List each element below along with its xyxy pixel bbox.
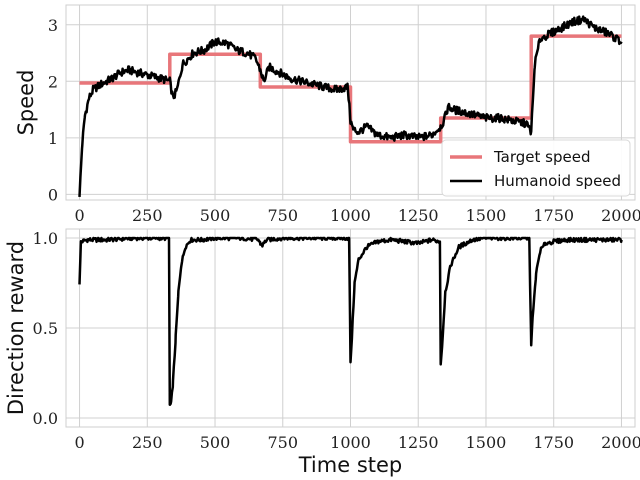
- x-tick-label: 2000: [601, 206, 640, 225]
- x-tick-label: 500: [200, 433, 231, 452]
- y-tick-label: 2: [48, 72, 58, 91]
- x-tick-label: 250: [132, 206, 163, 225]
- x-tick-label: 1750: [533, 206, 574, 225]
- x-tick-label: 1000: [330, 433, 371, 452]
- x-tick-label: 750: [267, 206, 298, 225]
- x-tick-label: 1250: [398, 433, 439, 452]
- x-axis-label: Time step: [298, 453, 403, 477]
- direction-reward-chart: 0 250 500 750 1000 1250 1500 1750 2000 0.0 0.5 1.0 D…: [4, 228, 640, 477]
- x-tick-label: 750: [267, 433, 298, 452]
- x-tick-label: 1750: [533, 433, 574, 452]
- x-tick-label: 0: [74, 206, 84, 225]
- legend-label: Humanoid speed: [494, 172, 621, 190]
- x-tick-label: 1500: [466, 433, 507, 452]
- y-axis-label: Direction reward: [4, 241, 28, 415]
- y-tick-label: 3: [48, 16, 58, 35]
- y-axis-label: Speed: [14, 70, 38, 136]
- plot-frame: [65, 228, 636, 428]
- y-tick-label: 0: [48, 185, 58, 204]
- y-tick-label: 0.0: [33, 409, 58, 428]
- x-tick-label: 250: [132, 433, 163, 452]
- x-tick-label: 1250: [398, 206, 439, 225]
- x-tick-label: 500: [200, 206, 231, 225]
- x-tick-label: 1000: [330, 206, 371, 225]
- speed-chart: 0 250 500 750 1000 1250 1500 1750 2000 0 1 2 3 Speed T…: [14, 4, 640, 225]
- direction-reward-line: [78, 236, 623, 407]
- x-tick-label: 1500: [466, 206, 507, 225]
- y-tick-label: 0.5: [33, 319, 58, 338]
- humanoid-speed-line: [78, 15, 623, 197]
- x-tick-label: 0: [74, 433, 84, 452]
- x-tick-label: 2000: [601, 433, 640, 452]
- legend-box: [441, 139, 631, 197]
- legend-label: Target speed: [493, 148, 591, 166]
- y-tick-label: 1.0: [33, 229, 58, 248]
- legend: Target speed Humanoid speed: [441, 139, 631, 197]
- plot-frame: [65, 4, 636, 201]
- y-tick-label: 1: [48, 129, 58, 148]
